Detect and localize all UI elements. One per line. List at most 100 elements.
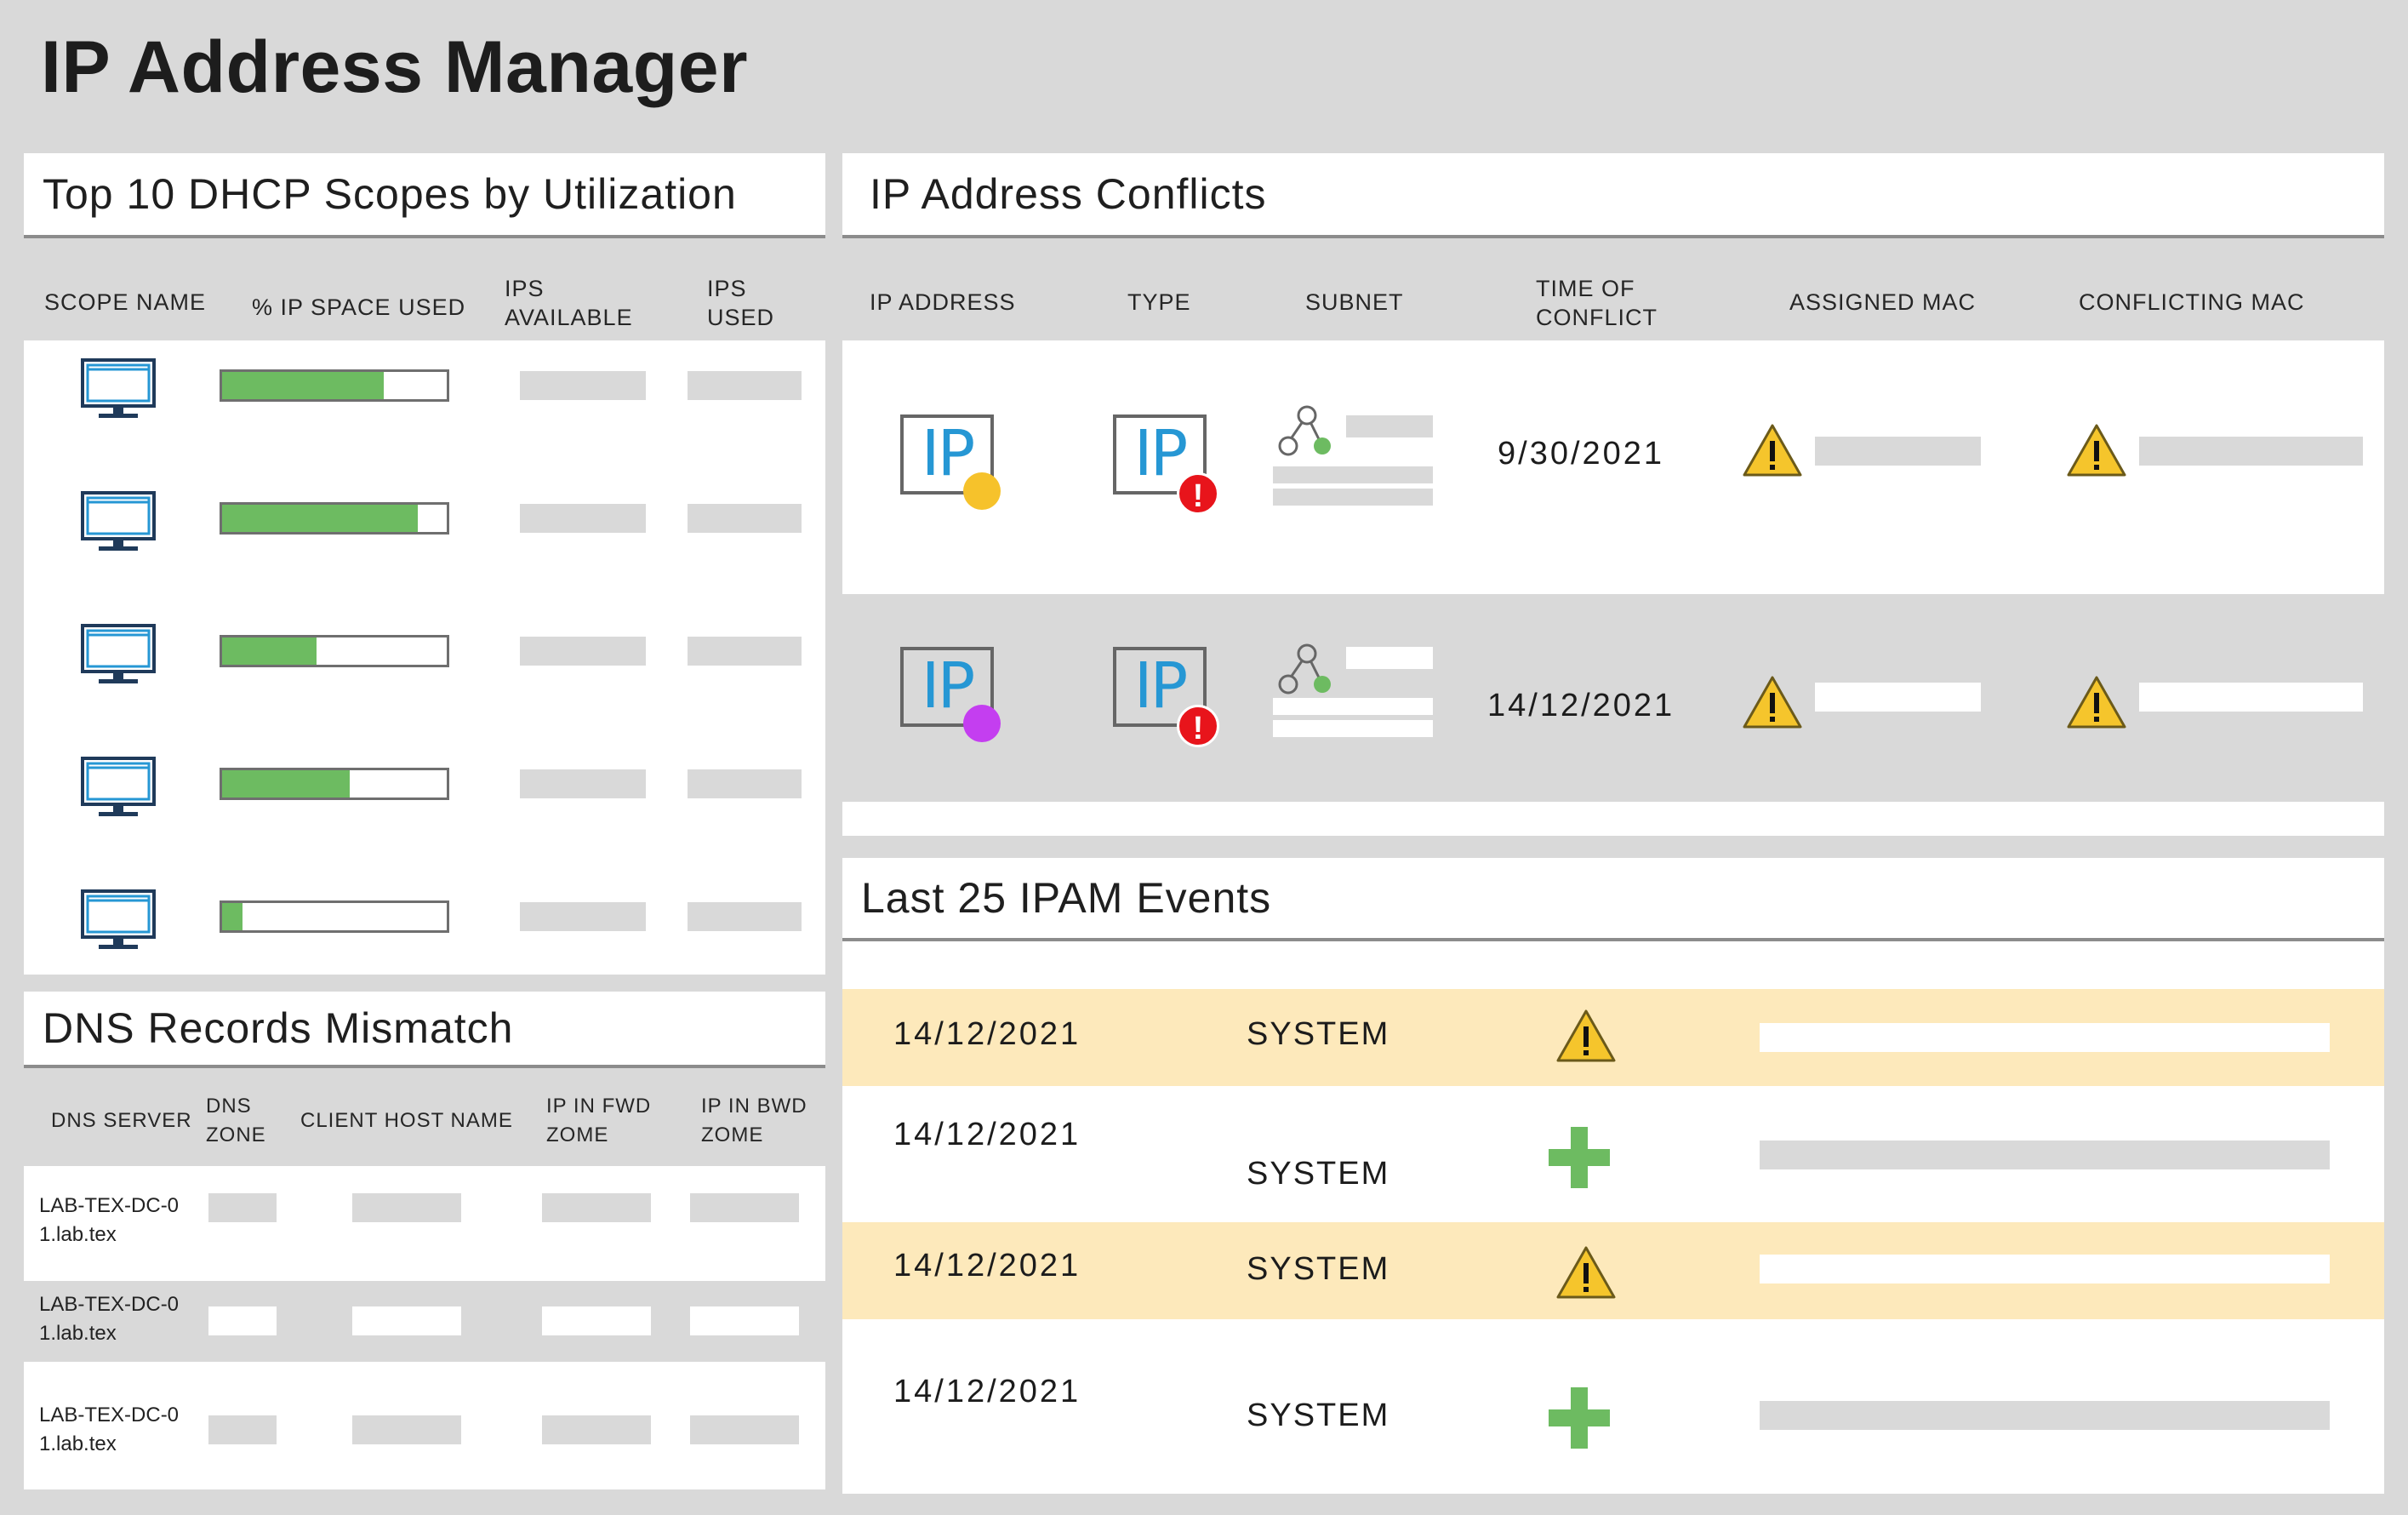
- ip-fwd-value: [542, 1415, 651, 1444]
- subnet-detail-1: [1273, 698, 1433, 715]
- ips-used-value: [688, 902, 802, 931]
- subnet-icon: [1278, 405, 1331, 456]
- ipam-events-panel: Last 25 IPAM Events 14/12/2021 SYSTEM 14…: [842, 858, 2384, 1494]
- conflicting-mac-value: [2139, 437, 2363, 466]
- subnet-value: [1346, 647, 1433, 669]
- ip-usage-bar: [220, 502, 449, 535]
- ip-type-icon-label: IP: [1133, 417, 1188, 490]
- dns-server-line1: LAB-TEX-DC-0: [39, 1404, 180, 1426]
- ip-usage-bar: [220, 900, 449, 933]
- subnet-detail-2: [1273, 720, 1433, 737]
- col-subnet[interactable]: SUBNET: [1305, 289, 1404, 315]
- ip-type-icon: IP: [1113, 647, 1207, 727]
- ip-address-icon: IP: [900, 647, 994, 727]
- dns-zone-value: [208, 1415, 277, 1444]
- table-row[interactable]: [24, 340, 825, 468]
- col-ip-space-used[interactable]: % IP SPACE USED: [252, 294, 466, 320]
- assigned-mac-value: [1815, 437, 1981, 466]
- table-row[interactable]: [24, 872, 825, 999]
- dns-server-name: LAB-TEX-DC-0 1.lab.tex: [39, 1290, 179, 1348]
- col-ip-address[interactable]: IP ADDRESS: [870, 289, 1016, 315]
- col-dns-server[interactable]: DNS SERVER: [51, 1109, 192, 1132]
- table-row[interactable]: [24, 606, 825, 734]
- dns-server-line2: 1.lab.tex: [39, 1322, 117, 1345]
- col-time-of-conflict[interactable]: TIME OF CONFLICT: [1536, 274, 1658, 332]
- col-type[interactable]: TYPE: [1127, 289, 1191, 315]
- table-row[interactable]: LAB-TEX-DC-0 1.lab.tex: [24, 1281, 825, 1362]
- event-date: 14/12/2021: [893, 1016, 1081, 1052]
- monitor-icon: [81, 889, 156, 949]
- col-ip-bwd[interactable]: IP IN BWD ZOME: [701, 1092, 807, 1150]
- col-client-host[interactable]: CLIENT HOST NAME: [300, 1109, 513, 1132]
- dns-zone-value: [208, 1193, 277, 1222]
- list-item[interactable]: 14/12/2021 SYSTEM: [842, 1222, 2384, 1319]
- table-row[interactable]: IP IP ! 14/12/2021: [842, 594, 2384, 798]
- col-ip-fwd[interactable]: IP IN FWD ZOME: [546, 1092, 651, 1150]
- warning-icon: [2067, 676, 2126, 729]
- col-ips-available-line1: IPS: [505, 276, 545, 301]
- event-date: 14/12/2021: [893, 1248, 1081, 1283]
- event-source: SYSTEM: [1247, 1156, 1390, 1192]
- ips-available-value: [520, 371, 646, 400]
- dns-server-name: LAB-TEX-DC-0 1.lab.tex: [39, 1401, 179, 1459]
- monitor-icon: [81, 757, 156, 816]
- col-dns-zone[interactable]: DNS ZONE: [206, 1092, 266, 1150]
- ip-usage-bar-fill: [222, 903, 243, 930]
- ips-used-value: [688, 769, 802, 798]
- col-ips-used[interactable]: IPS USED: [707, 274, 774, 332]
- table-row[interactable]: [24, 739, 825, 866]
- ips-used-value: [688, 504, 802, 533]
- subnet-detail-2: [1273, 489, 1433, 506]
- status-dot-icon: [963, 472, 1001, 510]
- col-dns-zone-line1: DNS: [206, 1095, 252, 1118]
- dns-zone-value: [208, 1306, 277, 1335]
- list-item[interactable]: 14/12/2021 SYSTEM: [842, 1319, 2384, 1489]
- col-ip-fwd-line2: ZOME: [546, 1123, 609, 1146]
- table-row[interactable]: IP IP ! 9/30/2021: [842, 340, 2384, 594]
- col-time-line1: TIME OF: [1536, 276, 1635, 301]
- dhcp-scopes-panel: Top 10 DHCP Scopes by Utilization SCOPE …: [24, 153, 825, 975]
- col-assigned-mac[interactable]: ASSIGNED MAC: [1789, 289, 1977, 315]
- dns-server-line1: LAB-TEX-DC-0: [39, 1293, 180, 1316]
- ips-available-value: [520, 504, 646, 533]
- monitor-icon: [81, 358, 156, 418]
- col-ips-available[interactable]: IPS AVAILABLE: [505, 274, 633, 332]
- event-message: [1760, 1023, 2330, 1052]
- warning-icon: [1743, 424, 1802, 477]
- event-date: 14/12/2021: [893, 1374, 1081, 1409]
- client-host-value: [352, 1306, 461, 1335]
- col-ip-bwd-line2: ZOME: [701, 1123, 764, 1146]
- subnet-value: [1346, 415, 1433, 437]
- ip-type-icon: IP: [1113, 414, 1207, 495]
- ip-address-icon-label: IP: [921, 417, 975, 490]
- col-scope-name[interactable]: SCOPE NAME: [44, 289, 207, 315]
- dns-mismatch-panel: DNS Records Mismatch DNS SERVER DNS ZONE…: [24, 992, 825, 1494]
- events-list: 14/12/2021 SYSTEM 14/12/2021 SYSTEM 14/1…: [842, 941, 2384, 1494]
- table-row[interactable]: [24, 473, 825, 601]
- ip-usage-bar: [220, 635, 449, 667]
- ip-usage-bar-fill: [222, 372, 385, 399]
- ip-bwd-value: [690, 1415, 799, 1444]
- client-host-value: [352, 1193, 461, 1222]
- event-source: SYSTEM: [1247, 1398, 1390, 1433]
- ip-address-icon: IP: [900, 414, 994, 495]
- warning-icon: [2067, 424, 2126, 477]
- client-host-value: [352, 1415, 461, 1444]
- conflicting-mac-value: [2139, 683, 2363, 712]
- table-row[interactable]: LAB-TEX-DC-0 1.lab.tex: [24, 1362, 825, 1489]
- conflict-rows: IP IP ! 9/30/2021: [842, 340, 2384, 747]
- ips-available-value: [520, 902, 646, 931]
- ip-address-icon-label: IP: [921, 649, 975, 723]
- app-title: IP Address Manager: [41, 26, 749, 108]
- list-item[interactable]: 14/12/2021 SYSTEM: [842, 1086, 2384, 1219]
- table-row[interactable]: LAB-TEX-DC-0 1.lab.tex: [24, 1166, 825, 1281]
- assigned-mac-value: [1815, 683, 1981, 712]
- list-item[interactable]: 14/12/2021 SYSTEM: [842, 989, 2384, 1086]
- ip-usage-bar-fill: [222, 505, 418, 532]
- event-message: [1760, 1255, 2330, 1283]
- warning-icon: [1556, 1246, 1616, 1299]
- col-conflicting-mac[interactable]: CONFLICTING MAC: [2079, 289, 2305, 315]
- ips-used-value: [688, 371, 802, 400]
- event-message: [1760, 1141, 2330, 1169]
- dns-server-line2: 1.lab.tex: [39, 1223, 117, 1246]
